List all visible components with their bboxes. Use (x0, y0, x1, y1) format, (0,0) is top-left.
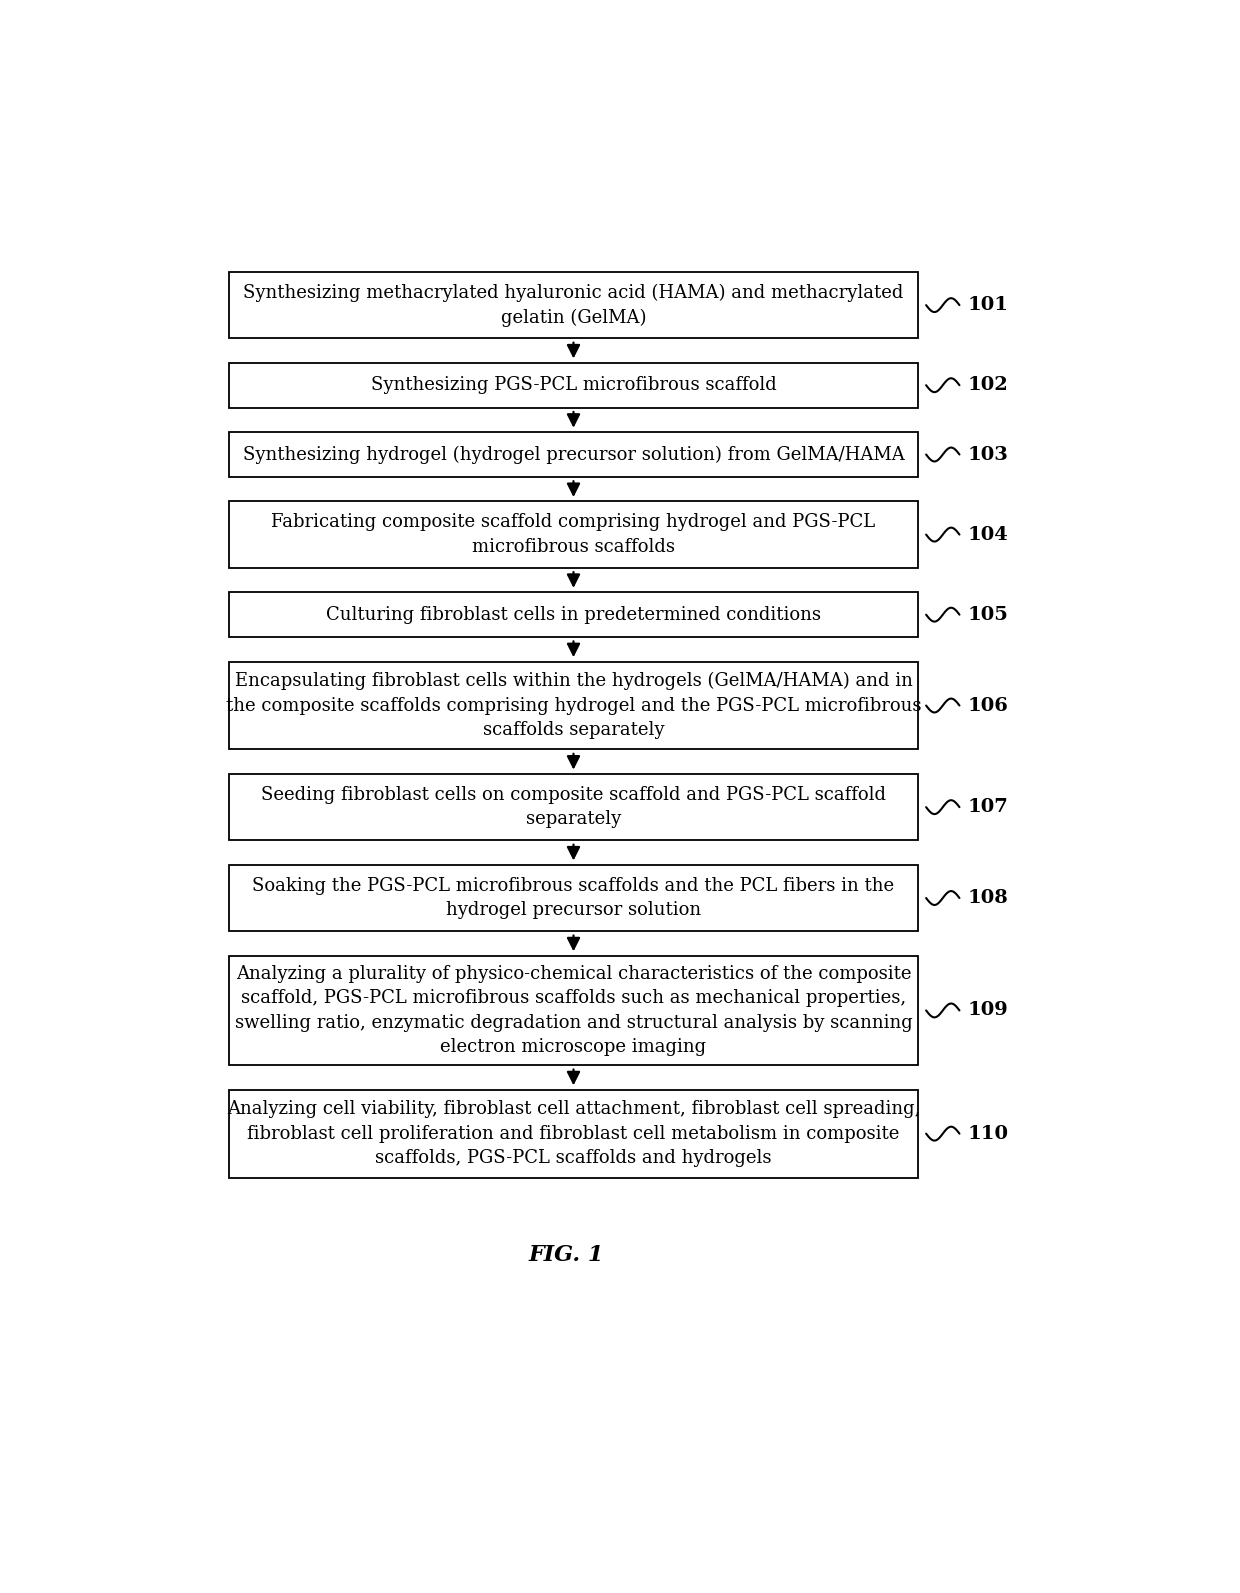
Text: 104: 104 (967, 526, 1008, 543)
Bar (228, 502, 919, 567)
Text: Synthesizing hydrogel (hydrogel precursor solution) from GelMA/HAMA: Synthesizing hydrogel (hydrogel precurso… (243, 446, 904, 464)
Bar (228, 593, 919, 637)
Text: Synthesizing methacrylated hyaluronic acid (HAMA) and methacrylated
gelatin (Gel: Synthesizing methacrylated hyaluronic ac… (243, 284, 904, 327)
Text: 107: 107 (967, 798, 1008, 816)
Bar (228, 661, 919, 749)
Bar (228, 1090, 919, 1177)
Text: 108: 108 (967, 889, 1008, 906)
Text: 105: 105 (967, 605, 1008, 624)
Text: Encapsulating fibroblast cells within the hydrogels (GelMA/HAMA) and in
the comp: Encapsulating fibroblast cells within th… (226, 672, 921, 739)
Text: 101: 101 (967, 296, 1008, 314)
Text: 109: 109 (967, 1002, 1008, 1020)
Text: FIG. 1: FIG. 1 (528, 1244, 604, 1265)
Text: 106: 106 (967, 696, 1008, 715)
Text: Seeding fibroblast cells on composite scaffold and PGS-PCL scaffold
separately: Seeding fibroblast cells on composite sc… (260, 785, 887, 828)
Text: 102: 102 (967, 376, 1008, 393)
Bar (228, 774, 919, 840)
Bar (228, 363, 919, 408)
Text: Analyzing cell viability, fibroblast cell attachment, fibroblast cell spreading,: Analyzing cell viability, fibroblast cel… (227, 1101, 920, 1168)
Bar (228, 432, 919, 476)
Bar (228, 865, 919, 932)
Text: Culturing fibroblast cells in predetermined conditions: Culturing fibroblast cells in predetermi… (326, 605, 821, 624)
Text: 103: 103 (967, 446, 1008, 464)
Bar (228, 272, 919, 338)
Text: Analyzing a plurality of physico-chemical characteristics of the composite
scaff: Analyzing a plurality of physico-chemica… (234, 965, 913, 1056)
Bar (228, 956, 919, 1066)
Text: Fabricating composite scaffold comprising hydrogel and PGS-PCL
microfibrous scaf: Fabricating composite scaffold comprisin… (272, 513, 875, 556)
Text: Soaking the PGS-PCL microfibrous scaffolds and the PCL fibers in the
hydrogel pr: Soaking the PGS-PCL microfibrous scaffol… (253, 876, 894, 919)
Text: 110: 110 (967, 1125, 1008, 1142)
Text: Synthesizing PGS-PCL microfibrous scaffold: Synthesizing PGS-PCL microfibrous scaffo… (371, 376, 776, 393)
